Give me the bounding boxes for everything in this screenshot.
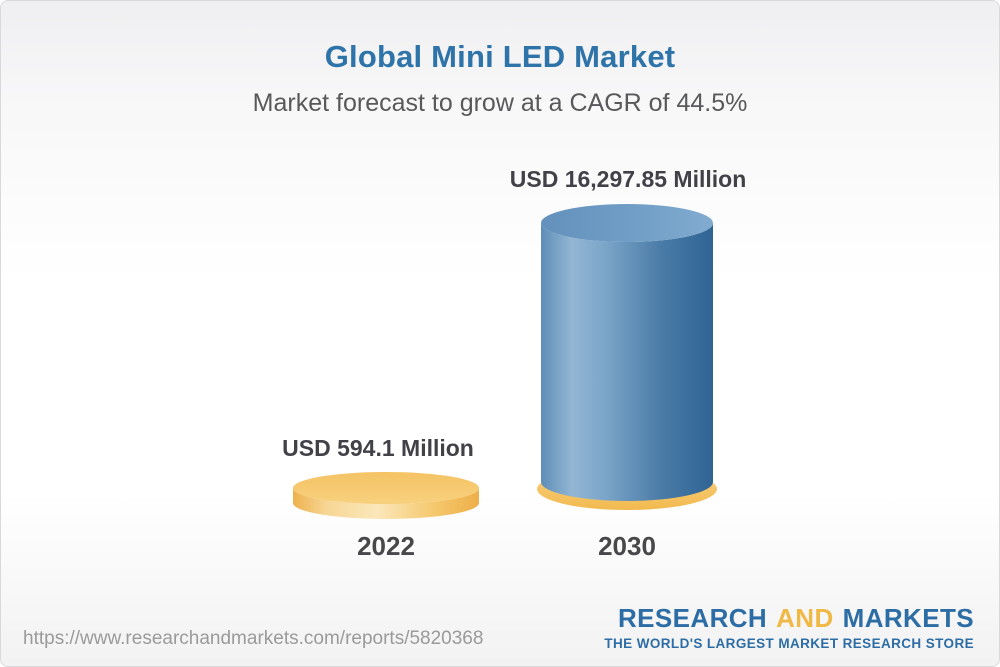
brand-logo-wordmark: RESEARCH AND MARKETS: [618, 605, 974, 631]
cylinder-2030-top: [541, 204, 713, 242]
header: Global Mini LED Market Market forecast t…: [1, 1, 999, 118]
year-label-2030: 2030: [598, 531, 656, 561]
value-label-2022: USD 594.1 Million: [282, 435, 474, 461]
cylinder-2022: [293, 472, 479, 519]
cylinder-2030-body: [541, 223, 713, 501]
logo-word-markets: MARKETS: [842, 602, 974, 633]
year-label-2022: 2022: [357, 531, 415, 561]
logo-word-research: RESEARCH: [618, 602, 768, 633]
value-label-2030: USD 16,297.85 Million: [509, 166, 747, 192]
brand-logo: RESEARCH AND MARKETS THE WORLD'S LARGEST…: [604, 605, 974, 651]
disc-2022-side: [293, 488, 479, 519]
cylinder-2030: [537, 204, 717, 510]
report-url: https://www.researchandmarkets.com/repor…: [23, 628, 484, 649]
page-title: Global Mini LED Market: [324, 39, 676, 74]
page-subtitle: Market forecast to grow at a CAGR of 44.…: [252, 89, 748, 117]
logo-word-and: AND: [776, 602, 834, 633]
disc-2022-top: [293, 472, 479, 504]
brand-logo-tagline: THE WORLD'S LARGEST MARKET RESEARCH STOR…: [604, 635, 974, 651]
